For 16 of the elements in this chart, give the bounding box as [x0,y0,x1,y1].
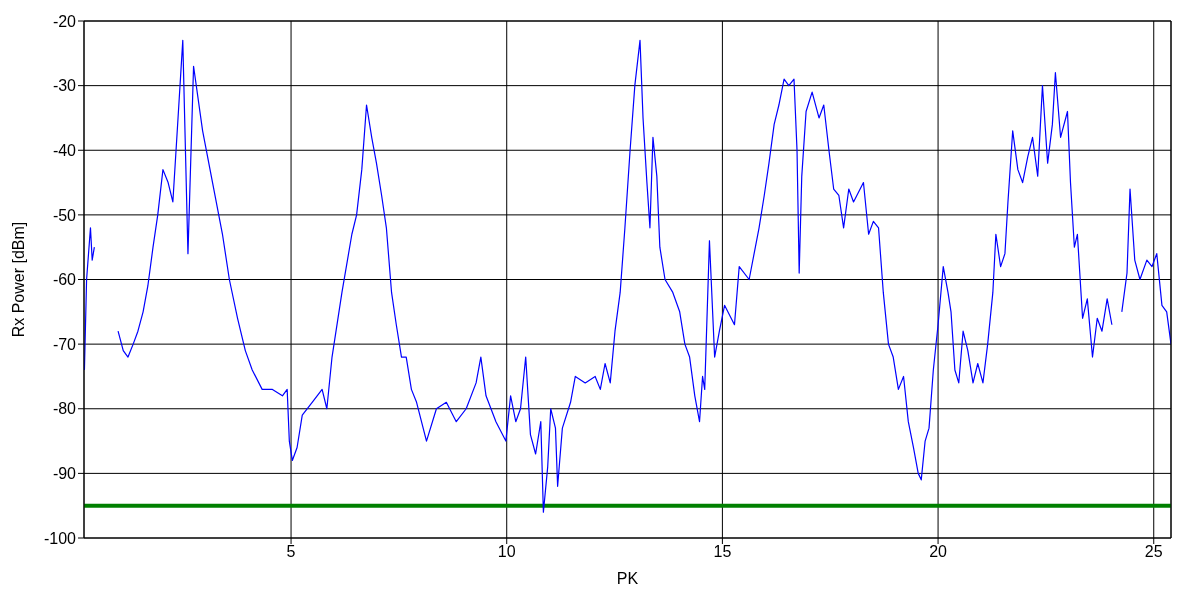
y-tick-label: -100 [43,529,77,547]
y-tick-label: -20 [52,12,77,30]
x-tick-label: 10 [497,543,516,561]
x-tick-label: 25 [1144,543,1163,561]
x-tick-label: 20 [929,543,948,561]
y-tick-label: -70 [52,335,77,353]
y-tick-label: -80 [52,400,77,418]
x-tick-label: 5 [286,543,296,561]
y-tick-label: -40 [52,141,77,159]
x-axis-title: PK [616,570,639,587]
y-tick-label: -60 [52,271,77,289]
y-tick-label: -90 [52,465,77,483]
y-tick-label: -50 [52,206,77,224]
x-tick-label: 15 [713,543,732,561]
y-axis-title: Rx Power [dBm] [9,221,27,338]
y-tick-label: -30 [52,77,77,95]
